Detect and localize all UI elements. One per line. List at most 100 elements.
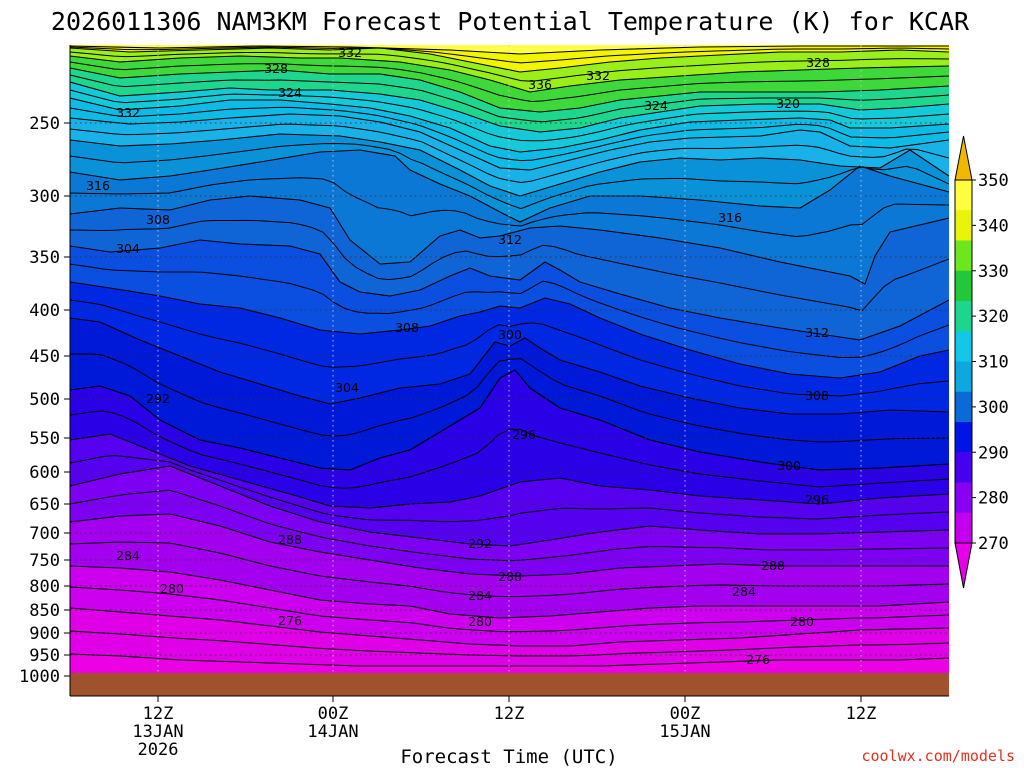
contour-line — [70, 55, 949, 93]
contour-label: 304 — [116, 241, 140, 256]
color-band — [70, 196, 949, 340]
contour-label: 304 — [335, 380, 359, 395]
colorbar-label: 290 — [978, 443, 1009, 463]
y-tick-label: 600 — [29, 463, 60, 483]
y-tick-label: 300 — [29, 187, 60, 207]
contour-line — [70, 607, 949, 647]
contour-line — [70, 47, 949, 73]
contour-label: 280 — [160, 581, 184, 596]
colorbar-segment — [955, 391, 972, 423]
colorbar-label: 280 — [978, 489, 1009, 509]
colorbar-segment — [955, 422, 972, 453]
color-band — [70, 608, 949, 666]
colorbar-label: 350 — [978, 171, 1009, 191]
contour-line — [70, 133, 949, 197]
plot-area: 332 328 324 332 336 332 328 324 320 316 316 308 312 3… — [70, 45, 949, 696]
contour-line — [70, 410, 949, 489]
colorbar-segment — [955, 452, 972, 483]
y-tick-label: 900 — [29, 624, 60, 644]
credit-text: coolwx.com/models — [861, 747, 1015, 765]
x-tick-hour: 00Z — [318, 704, 349, 724]
contour-label: 308 — [805, 388, 829, 403]
color-band — [70, 318, 949, 470]
color-band — [70, 82, 949, 152]
color-band — [70, 45, 949, 54]
colorbar-segment — [955, 361, 972, 393]
contour-label: 288 — [761, 558, 785, 573]
contour-line — [70, 89, 949, 142]
x-tick-hour: 12Z — [846, 704, 877, 724]
contour-line — [70, 113, 949, 171]
contour-label: 320 — [776, 96, 800, 111]
x-tick-hour: 12Z — [494, 704, 525, 724]
contour-label: 332 — [116, 105, 140, 120]
color-band — [70, 282, 949, 414]
y-tick-label: 750 — [29, 551, 60, 571]
colorbar-segment — [955, 512, 972, 544]
contour-label: 276 — [746, 652, 770, 667]
contour-line — [70, 106, 949, 162]
colorbar-label: 310 — [978, 353, 1009, 373]
x-axis-label: Forecast Time (UTC) — [400, 746, 617, 768]
contour-label: 284 — [468, 588, 492, 603]
contour-line — [70, 433, 949, 509]
x-tick-year: 2026 — [138, 740, 179, 760]
contour-line — [70, 263, 949, 358]
contour-label: 332 — [338, 45, 362, 60]
color-band — [70, 46, 949, 72]
contour-line — [70, 565, 949, 619]
contour-label: 312 — [498, 232, 522, 247]
contour-line — [70, 353, 949, 443]
colorbar-segment — [955, 210, 972, 241]
contour-line — [70, 51, 949, 82]
x-tick-date: 14JAN — [307, 722, 358, 742]
color-band — [70, 240, 949, 378]
colorbar-segment — [955, 270, 972, 302]
contour-label: 332 — [586, 68, 610, 83]
contour-line — [70, 81, 949, 133]
contour-label: 316 — [86, 178, 110, 193]
contour-label: 336 — [528, 77, 552, 92]
x-tick-hour: 00Z — [670, 704, 701, 724]
contour-line — [70, 465, 949, 547]
chart-title: 2026011306 NAM3KM Forecast Potential Tem… — [51, 7, 970, 36]
contour-line — [70, 586, 949, 633]
contour-line — [70, 369, 949, 471]
y-tick-label: 700 — [29, 524, 60, 544]
y-tick-label: 650 — [29, 495, 60, 515]
colorbar-segment — [955, 482, 972, 514]
contour-line — [70, 455, 949, 523]
contour-line — [70, 149, 949, 223]
color-band — [70, 68, 949, 132]
contour-line — [70, 653, 949, 667]
colorbar-segment — [955, 331, 972, 362]
contour-label: 308 — [395, 320, 419, 335]
contour-label: 288 — [498, 569, 522, 584]
y-tick-label: 800 — [29, 577, 60, 597]
y-tick-label: 550 — [29, 429, 60, 449]
colorbar: 350 340 330 320 310 300 290 280 270 — [954, 135, 1009, 589]
contour-line — [70, 317, 949, 415]
contour-label: 316 — [718, 210, 742, 225]
contour-label: 324 — [644, 98, 668, 113]
x-tick-date: 13JAN — [132, 722, 183, 742]
color-band — [70, 134, 949, 222]
colorbar-label: 330 — [978, 262, 1009, 282]
colorbar-segment — [955, 180, 972, 211]
contour-label: 276 — [278, 613, 302, 628]
colorbar-label: 300 — [978, 398, 1009, 418]
colorbar-label: 320 — [978, 307, 1009, 327]
contour-line — [70, 299, 949, 397]
colorbar-segment — [955, 301, 972, 332]
y-tick-label: 450 — [29, 347, 60, 367]
contour-line — [70, 61, 949, 102]
contour-label: 292 — [468, 536, 492, 551]
contour-label: 280 — [790, 614, 814, 629]
contour-label: 300 — [498, 327, 522, 342]
contour-label: 288 — [278, 532, 302, 547]
color-band — [70, 514, 949, 618]
contour-label: 296 — [805, 492, 829, 507]
contour-label: 284 — [116, 548, 140, 563]
contour-line — [70, 541, 949, 598]
